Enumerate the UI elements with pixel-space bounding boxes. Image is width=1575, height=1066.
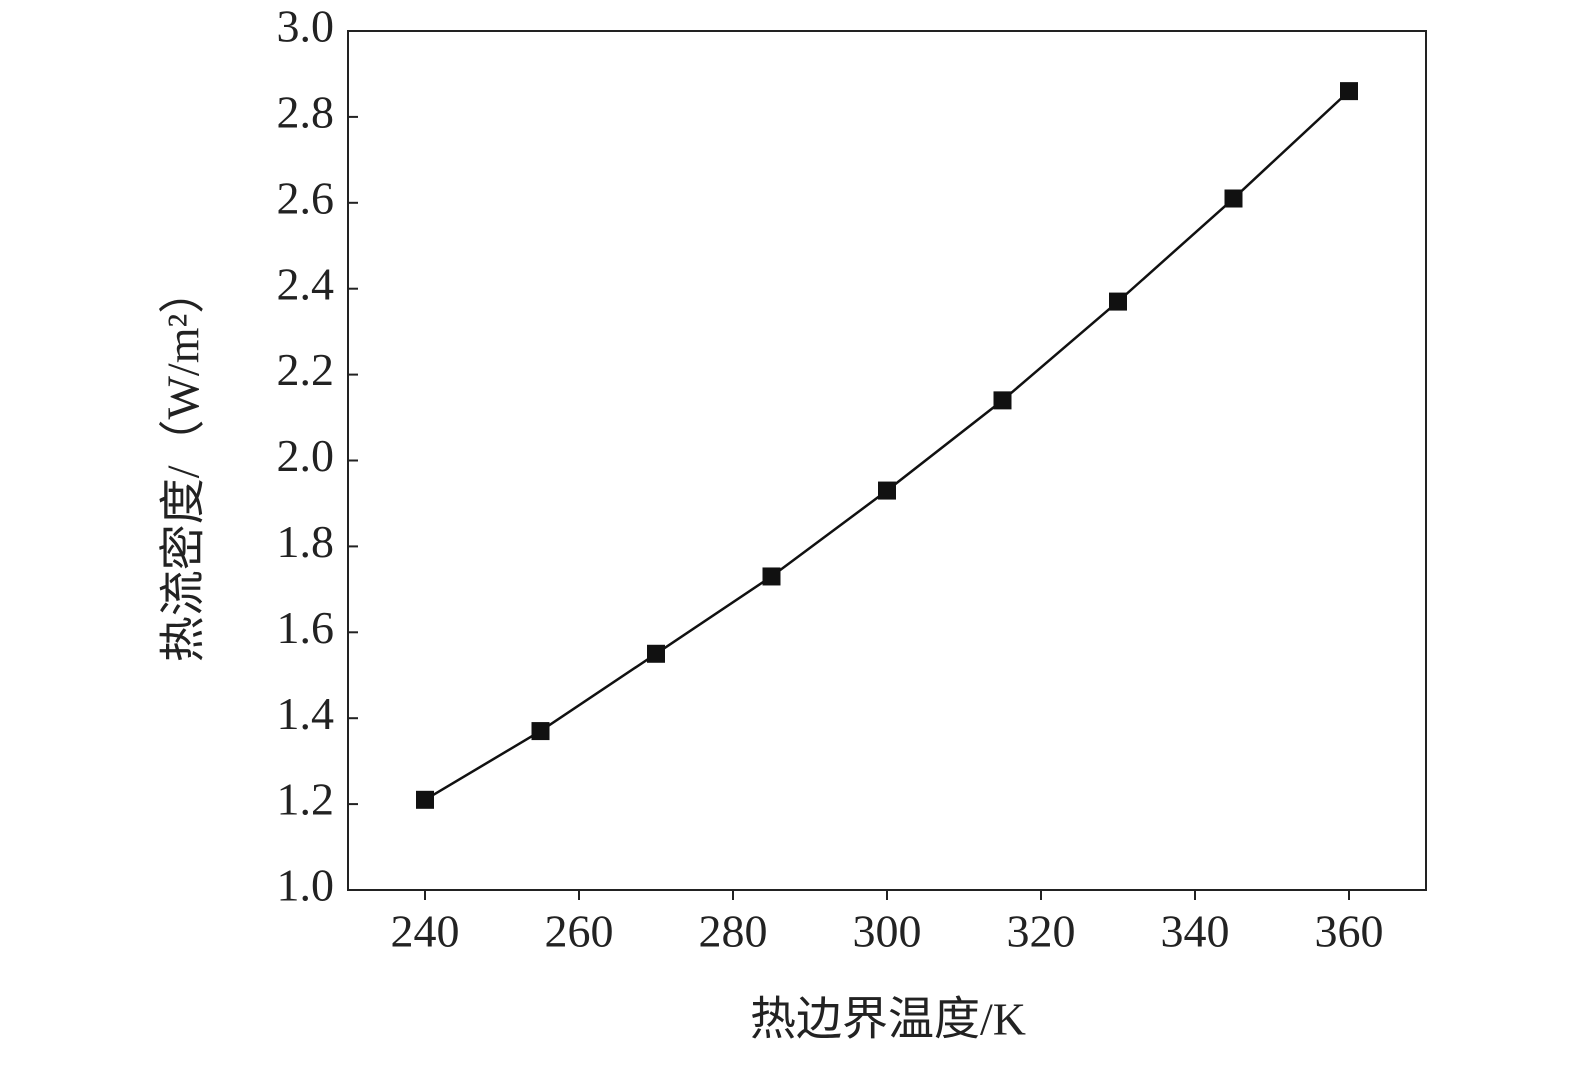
data-point xyxy=(762,567,781,586)
y-tick-label: 1.4 xyxy=(277,688,335,739)
y-tick-label: 2.8 xyxy=(277,86,335,137)
x-tick-label: 300 xyxy=(853,906,922,957)
data-point xyxy=(1109,292,1127,311)
data-line xyxy=(424,90,1350,801)
y-tick-label: 3.0 xyxy=(277,1,335,52)
y-tick-label: 1.0 xyxy=(277,860,335,911)
x-tick-label: 340 xyxy=(1161,906,1230,957)
y-tick-label: 1.6 xyxy=(277,602,335,653)
data-point xyxy=(1340,82,1358,101)
y-tick-label: 1.8 xyxy=(277,516,335,567)
data-point xyxy=(531,722,550,741)
x-tick-label: 320 xyxy=(1007,906,1076,957)
y-tick-label: 2.0 xyxy=(277,430,335,481)
y-tick-label: 2.6 xyxy=(277,172,335,223)
data-point xyxy=(878,481,896,500)
y-tick-label: 1.2 xyxy=(277,774,335,825)
x-tick-label: 360 xyxy=(1315,906,1384,957)
data-point xyxy=(993,391,1012,410)
data-point xyxy=(416,790,434,809)
x-axis-label: 热边界温度/K xyxy=(750,994,1026,1045)
plot-frame xyxy=(347,30,1427,891)
x-tick-label: 260 xyxy=(545,906,614,957)
y-tick-label: 2.4 xyxy=(277,258,335,309)
y-axis-label: 热流密度/（W/m²） xyxy=(158,268,209,663)
y-tick-label: 2.2 xyxy=(277,344,335,395)
data-point xyxy=(647,644,665,663)
x-tick-label: 280 xyxy=(699,906,768,957)
x-tick-label: 240 xyxy=(391,906,460,957)
data-point xyxy=(1224,189,1243,208)
